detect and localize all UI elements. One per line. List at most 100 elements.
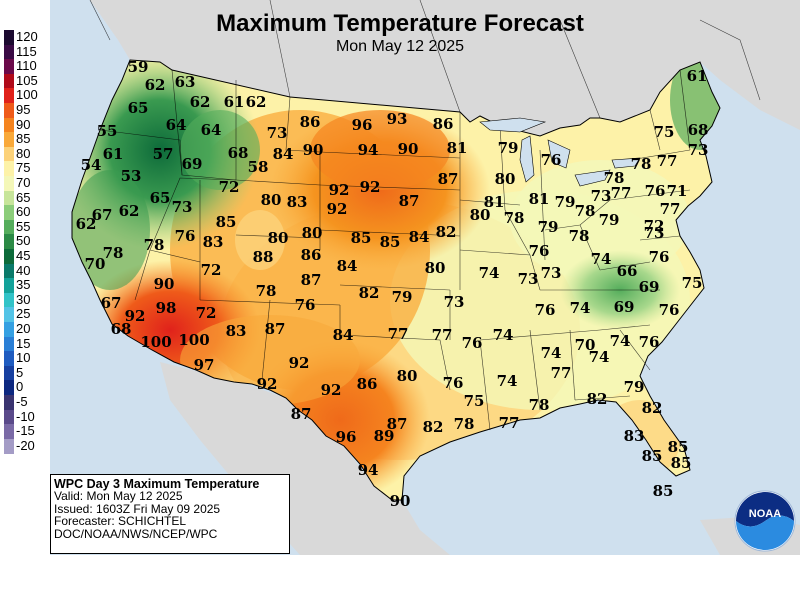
- station-temperature: 80: [302, 224, 323, 242]
- station-temperature: 73: [172, 198, 193, 216]
- station-temperature: 76: [645, 182, 666, 200]
- legend-swatch: [4, 205, 14, 221]
- legend-entry: 5: [2, 364, 50, 381]
- station-temperature: 85: [642, 447, 663, 465]
- station-temperature: 74: [479, 264, 500, 282]
- station-temperature: 83: [624, 427, 645, 445]
- station-temperature: 69: [639, 278, 660, 296]
- station-temperature: 65: [128, 99, 149, 117]
- station-temperature: 62: [76, 215, 97, 233]
- station-temperature: 64: [201, 121, 222, 139]
- station-temperature: 80: [397, 367, 418, 385]
- legend-label: 50: [16, 233, 31, 249]
- legend-label: 100: [16, 87, 38, 103]
- legend-entry: 60: [2, 205, 50, 221]
- legend-swatch: [4, 380, 14, 396]
- station-temperature: 78: [529, 396, 550, 414]
- station-temperature: 84: [409, 228, 430, 246]
- legend-swatch: [4, 103, 14, 119]
- station-temperature: 76: [529, 242, 550, 260]
- station-temperature: 82: [587, 390, 608, 408]
- color-legend: 120 115 110 105 100 95 90 85 80 75 70 65 60 55 50 45 40 3…: [2, 30, 50, 542]
- station-temperature: 92: [289, 354, 310, 372]
- station-temperature: 81: [529, 190, 550, 208]
- station-temperature: 78: [575, 202, 596, 220]
- station-temperature: 80: [495, 170, 516, 188]
- legend-label: 120: [16, 29, 38, 44]
- legend-label: 75: [16, 160, 31, 176]
- station-temperature: 96: [336, 428, 357, 446]
- legend-entry: 25: [2, 306, 50, 323]
- station-temperature: 73: [444, 293, 465, 311]
- station-temperature: 72: [219, 178, 240, 196]
- legend-label: 0: [16, 379, 24, 395]
- station-temperature: 69: [614, 298, 635, 316]
- station-temperature: 87: [399, 192, 420, 210]
- legend-label: 25: [16, 306, 31, 322]
- info-heading: WPC Day 3 Maximum Temperature: [54, 477, 260, 491]
- station-temperature: 74: [570, 299, 591, 317]
- station-temperature: 77: [499, 414, 520, 432]
- legend-entry: 110: [2, 59, 50, 75]
- station-temperature: 61: [103, 145, 124, 163]
- legend-label: 85: [16, 131, 31, 147]
- station-temperature: 76: [535, 301, 556, 319]
- station-temperature: 79: [555, 193, 576, 211]
- station-temperature: 87: [387, 415, 408, 433]
- station-temperature: 54: [81, 156, 102, 174]
- legend-entry: 100: [2, 87, 50, 104]
- legend-label: 30: [16, 291, 31, 307]
- legend-entry: 10: [2, 351, 50, 367]
- legend-entry: 50: [2, 233, 50, 250]
- temperature-map: 59 62 63 62 61 62 65 55 64 64 73 86 96 93 86 61 57 68 84 90…: [50, 0, 800, 555]
- station-temperature: 74: [591, 250, 612, 268]
- station-temperature: 53: [121, 167, 142, 185]
- legend-entry: 35: [2, 278, 50, 294]
- station-temperature: 86: [357, 375, 378, 393]
- station-temperature: 74: [497, 372, 518, 390]
- station-temperature: 79: [498, 139, 519, 157]
- station-temperature: 75: [464, 392, 485, 410]
- legend-entry: 105: [2, 73, 50, 89]
- station-temperature: 83: [226, 322, 247, 340]
- legend-label: 55: [16, 218, 31, 234]
- station-temperature: 78: [504, 209, 525, 227]
- station-temperature: 77: [660, 200, 681, 218]
- station-temperature: 81: [484, 193, 505, 211]
- station-temperature: 84: [273, 145, 294, 163]
- station-temperature: 76: [639, 333, 660, 351]
- station-temperature: 76: [649, 248, 670, 266]
- legend-swatch: [4, 249, 14, 265]
- station-temperature: 83: [203, 233, 224, 251]
- station-temperature: 100: [140, 333, 171, 351]
- station-temperature: 74: [493, 326, 514, 344]
- station-temperature: 63: [175, 73, 196, 91]
- station-temperature: 79: [538, 218, 559, 236]
- station-temperature: 72: [196, 304, 217, 322]
- legend-entry: 80: [2, 146, 50, 162]
- station-temperature: 85: [668, 438, 689, 456]
- legend-label: -15: [16, 423, 35, 439]
- station-temperature: 80: [261, 191, 282, 209]
- legend-label: -20: [16, 437, 35, 453]
- station-temperature: 61: [687, 67, 708, 85]
- legend-label: -5: [16, 394, 28, 409]
- legend-entry: 120: [2, 29, 50, 46]
- noaa-logo-text: NOAA: [749, 508, 781, 520]
- legend-swatch: [4, 263, 14, 279]
- station-temperature: 76: [462, 334, 483, 352]
- legend-swatch: [4, 292, 14, 308]
- station-temperature: 73: [541, 264, 562, 282]
- legend-label: 5: [16, 364, 24, 380]
- station-temperature: 92: [329, 181, 350, 199]
- station-temperature: 94: [358, 141, 379, 159]
- station-temperature: 82: [436, 223, 457, 241]
- station-temperature: 78: [604, 169, 625, 187]
- station-temperature: 77: [551, 364, 572, 382]
- legend-entry: -5: [2, 394, 50, 411]
- station-temperature: 59: [128, 58, 149, 76]
- station-temperature: 69: [182, 155, 203, 173]
- legend-entry: 90: [2, 117, 50, 133]
- station-temperature: 70: [575, 336, 596, 354]
